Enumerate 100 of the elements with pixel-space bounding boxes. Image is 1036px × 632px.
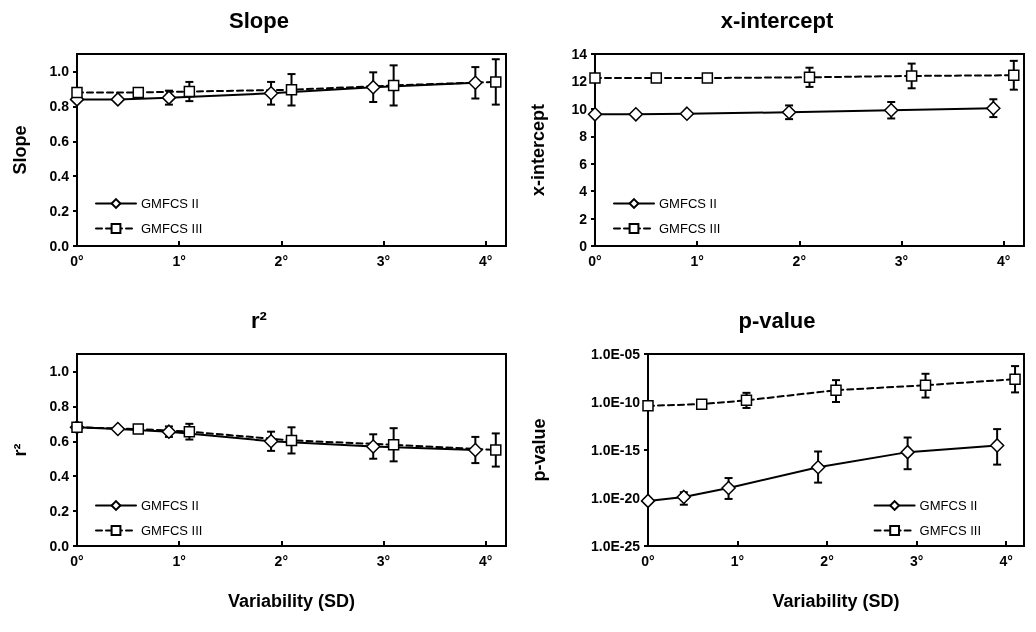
y-tick-label: 12 [571,73,588,90]
x-tick-label: 2° [274,553,288,569]
point [1009,373,1021,385]
x-tick-label: 2° [274,253,288,269]
y-axis-title: r² [10,443,30,457]
point [640,493,656,509]
point [387,439,400,451]
y-tick-label: 0.2 [49,503,70,520]
point [900,444,915,460]
legend-label: GMFCS II [919,498,978,513]
y-tick-label: 1.0 [49,63,70,80]
y-tick-label: 0.6 [49,133,70,150]
point [803,71,816,84]
x-tick-label: 3° [376,253,391,269]
point [263,86,279,101]
point [110,92,126,107]
legend-label: GMFCS III [141,221,203,236]
point [285,84,298,96]
y-tick-label: 6 [579,155,588,172]
x-tick-label: 4° [478,553,493,569]
y-tick-label: 0.4 [49,468,70,485]
legend-label: GMFCS III [919,523,981,538]
point [628,107,644,122]
x-tick-label: 3° [376,553,391,569]
y-tick-label: 0.6 [49,433,70,450]
x-tick-label: 1° [172,553,186,569]
x-tick-label: 0° [641,553,655,569]
point [132,423,145,435]
point [263,434,279,449]
y-tick-label: 4 [579,183,588,200]
y-tick-label: 10 [571,100,588,117]
chart-title: x-intercept [720,7,834,33]
y-tick-label: 1.0 [49,363,70,380]
x-axis-title: Variability (SD) [227,591,356,611]
chart-title: Slope [229,7,289,33]
point [587,107,603,122]
point [490,444,502,456]
point [387,79,400,92]
x-tick-label: 0° [70,553,84,569]
chart-title: p-value [738,307,816,333]
point [830,384,842,396]
legend-label: GMFCS II [659,196,717,211]
x-tick-label: 1° [172,253,186,269]
point [468,75,483,91]
y-tick-label: 14 [571,46,588,62]
point [285,434,298,447]
y-tick-label: 1.0E-05 [590,346,641,362]
point [490,76,502,88]
y-tick-label: 0.8 [49,98,70,115]
point [71,86,83,99]
point [679,106,695,121]
y-tick-label: 0.8 [49,398,70,415]
x-tick-label: 4° [996,253,1011,269]
x-tick-label: 4° [999,553,1013,569]
legend-label: GMFCS III [659,221,721,236]
y-tick-label: 0.0 [49,238,70,254]
y-axis-title: x-intercept [528,103,548,197]
x-tick-label: 3° [894,253,909,269]
point [701,72,714,84]
x-tick-label: 1° [730,553,745,569]
x-tick-label: 0° [70,253,84,269]
legend-label: GMFCS II [141,498,199,513]
legend-label: GMFCS III [141,523,203,538]
point [919,379,932,391]
y-tick-label: 8 [579,128,588,145]
y-tick-label: 1.0E-25 [590,538,641,554]
x-tick-label: 0° [588,253,602,269]
x-tick-label: 2° [792,253,806,269]
y-tick-label: 1.0E-10 [590,394,641,410]
y-tick-label: 0.2 [49,203,70,220]
y-tick-label: 0.4 [49,168,70,185]
y-axis-title: p-value [529,418,549,482]
point [905,70,918,82]
legend-label: GMFCS II [141,196,199,211]
y-tick-label: 0.0 [49,538,70,554]
point [110,421,126,437]
chart-title: r² [251,307,267,333]
point [183,85,196,98]
point [132,86,145,99]
x-tick-label: 3° [909,553,924,569]
y-axis-title: Slope [10,125,30,175]
y-tick-label: 0 [579,238,588,254]
point [365,79,381,95]
x-tick-label: 1° [690,253,704,269]
point [721,480,736,496]
x-axis-title: Variability (SD) [772,591,900,611]
point [468,442,483,458]
point [642,400,654,412]
y-tick-label: 1.0E-20 [590,490,641,506]
point [365,439,381,454]
x-tick-label: 2° [820,553,834,569]
point [650,72,663,84]
point [989,438,1005,453]
point [695,398,708,410]
point [589,72,601,84]
y-tick-label: 2 [579,210,588,227]
x-tick-label: 4° [478,253,493,269]
point [1008,69,1020,82]
point [810,459,826,475]
y-tick-label: 1.0E-15 [590,442,641,458]
